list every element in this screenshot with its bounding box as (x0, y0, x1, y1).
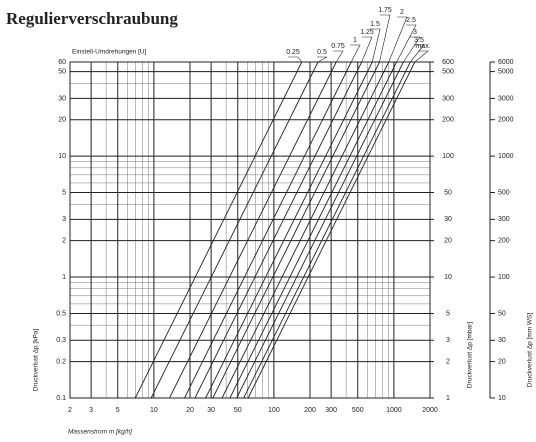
leader-line (403, 36, 421, 63)
y3-tick-label: 50 (498, 310, 506, 317)
y2-tick-label: 200 (442, 117, 454, 124)
x-tick-label: 20 (186, 407, 194, 414)
leader-line (388, 16, 408, 63)
x-tick-label: 3 (89, 407, 93, 414)
y3-tick-label: 500 (498, 189, 510, 196)
y-tick-label: 3 (62, 216, 66, 223)
y-tick-label: 0.1 (56, 395, 66, 402)
y2-tick-label: 20 (444, 237, 452, 244)
y2-tick-label: 2 (446, 358, 450, 365)
leader-line (370, 28, 381, 63)
y2-tick-label: 100 (442, 153, 454, 160)
y-tick-label: 60 (58, 59, 66, 66)
leader-line (288, 56, 303, 63)
setting-line (184, 61, 352, 399)
series-label: 1 (353, 37, 357, 44)
leader-line (379, 14, 391, 63)
y2-tick-label: 10 (444, 274, 452, 281)
x-tick-label: 2000 (422, 407, 438, 414)
series-label: 2 (400, 9, 404, 16)
y2-tick-label: 30 (444, 216, 452, 223)
y-axis-label: Druckverlust Δp [kPa] (33, 329, 40, 392)
y3-tick-label: 10 (498, 395, 506, 402)
x-tick-label: 300 (325, 407, 337, 414)
y-tick-label: 50 (58, 68, 66, 75)
y-tick-label: 10 (58, 153, 66, 160)
x-axis-label: Massenstrom m [kg/h] (68, 429, 132, 436)
y3-tick-label: 3000 (498, 95, 514, 102)
y3-axis-label: Druckverlust Δp [mm WS] (527, 313, 534, 388)
y2-tick-label: 500 (442, 68, 454, 75)
y-tick-label: 0.2 (56, 358, 66, 365)
y3-tick-label: 6000 (498, 59, 514, 66)
setting-line (212, 61, 380, 399)
setting-line (150, 61, 319, 399)
leader-line (410, 44, 425, 63)
series-label: 1.75 (378, 7, 392, 14)
y3-tick-label: 200 (498, 237, 510, 244)
y-tick-label: 5 (62, 189, 66, 196)
setting-line (205, 61, 373, 399)
setting-line (169, 61, 337, 399)
setting-line (247, 61, 416, 399)
x-tick-label: 5 (116, 407, 120, 414)
y2-tick-label: 300 (442, 95, 454, 102)
leader-line (350, 44, 361, 63)
y-tick-label: 20 (58, 117, 66, 124)
y3-tick-label: 5000 (498, 68, 514, 75)
y3-tick-label: 2000 (498, 117, 514, 124)
leader-line (414, 50, 429, 63)
series-label: 3 (413, 29, 417, 36)
y3-tick-label: 20 (498, 358, 506, 365)
y3-tick-label: 1000 (498, 153, 514, 160)
y-tick-label: 0.3 (56, 337, 66, 344)
setting-line (229, 61, 397, 399)
y2-tick-label: 3 (446, 337, 450, 344)
y3-tick-label: 100 (498, 274, 510, 281)
series-label: 2.5 (406, 17, 416, 24)
y2-tick-label: 1 (446, 395, 450, 402)
y-tick-label: 1 (62, 274, 66, 281)
leader-line (396, 24, 417, 63)
y-tick-label: 30 (58, 95, 66, 102)
x-tick-label: 30 (207, 407, 215, 414)
y3-tick-label: 30 (498, 337, 506, 344)
y2-tick-label: 50 (444, 189, 452, 196)
series-label: 3.5 (414, 37, 424, 44)
plot-area (69, 61, 431, 399)
setting-line (134, 61, 303, 399)
setting-line (243, 61, 411, 399)
x-tick-label: 10 (150, 407, 158, 414)
y2-axis-label: Druckverlust Δp [mbar] (467, 322, 474, 388)
series-label: 1.25 (360, 29, 374, 36)
series-label: 0.5 (317, 49, 327, 56)
x-tick-label: 2 (68, 407, 72, 414)
y2-tick-label: 5 (446, 310, 450, 317)
x-tick-label: 50 (234, 407, 242, 414)
series-label: 0.75 (331, 43, 345, 50)
leader-line (333, 50, 344, 63)
y-tick-label: 2 (62, 237, 66, 244)
setting-line (221, 61, 390, 399)
y2-tick-label: 600 (442, 59, 454, 66)
leader-line (361, 36, 373, 63)
y-tick-label: 0.5 (56, 310, 66, 317)
series-label: 1.5 (370, 21, 380, 28)
x-tick-label: 100 (268, 407, 280, 414)
chart-title: Regulierverschraubung (6, 9, 178, 28)
x-tick-label: 1000 (386, 407, 402, 414)
y3-tick-label: 300 (498, 216, 510, 223)
x-tick-label: 200 (304, 407, 316, 414)
setting-line (194, 61, 363, 399)
series-label: max. (415, 43, 430, 50)
x-tick-label: 500 (352, 407, 364, 414)
top-label: Einstell-Umdrehungen [U] (72, 49, 147, 56)
series-label: 0.25 (286, 49, 300, 56)
setting-line (236, 61, 404, 399)
leader-line (317, 56, 328, 63)
